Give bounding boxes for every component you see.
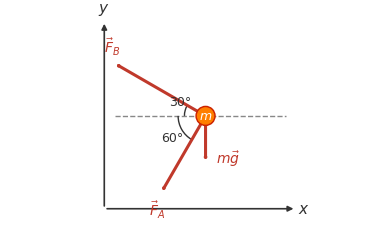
Text: $y$: $y$ <box>99 2 110 18</box>
Circle shape <box>196 107 215 126</box>
Circle shape <box>197 109 214 124</box>
Text: $\vec{F}_A$: $\vec{F}_A$ <box>149 199 165 220</box>
Text: $x$: $x$ <box>298 201 310 216</box>
Text: 60°: 60° <box>161 131 183 144</box>
Text: $m$: $m$ <box>199 110 212 123</box>
Text: $\vec{F}_B$: $\vec{F}_B$ <box>104 37 120 58</box>
Text: $m\vec{g}$: $m\vec{g}$ <box>216 149 240 168</box>
Text: 30°: 30° <box>169 95 191 108</box>
